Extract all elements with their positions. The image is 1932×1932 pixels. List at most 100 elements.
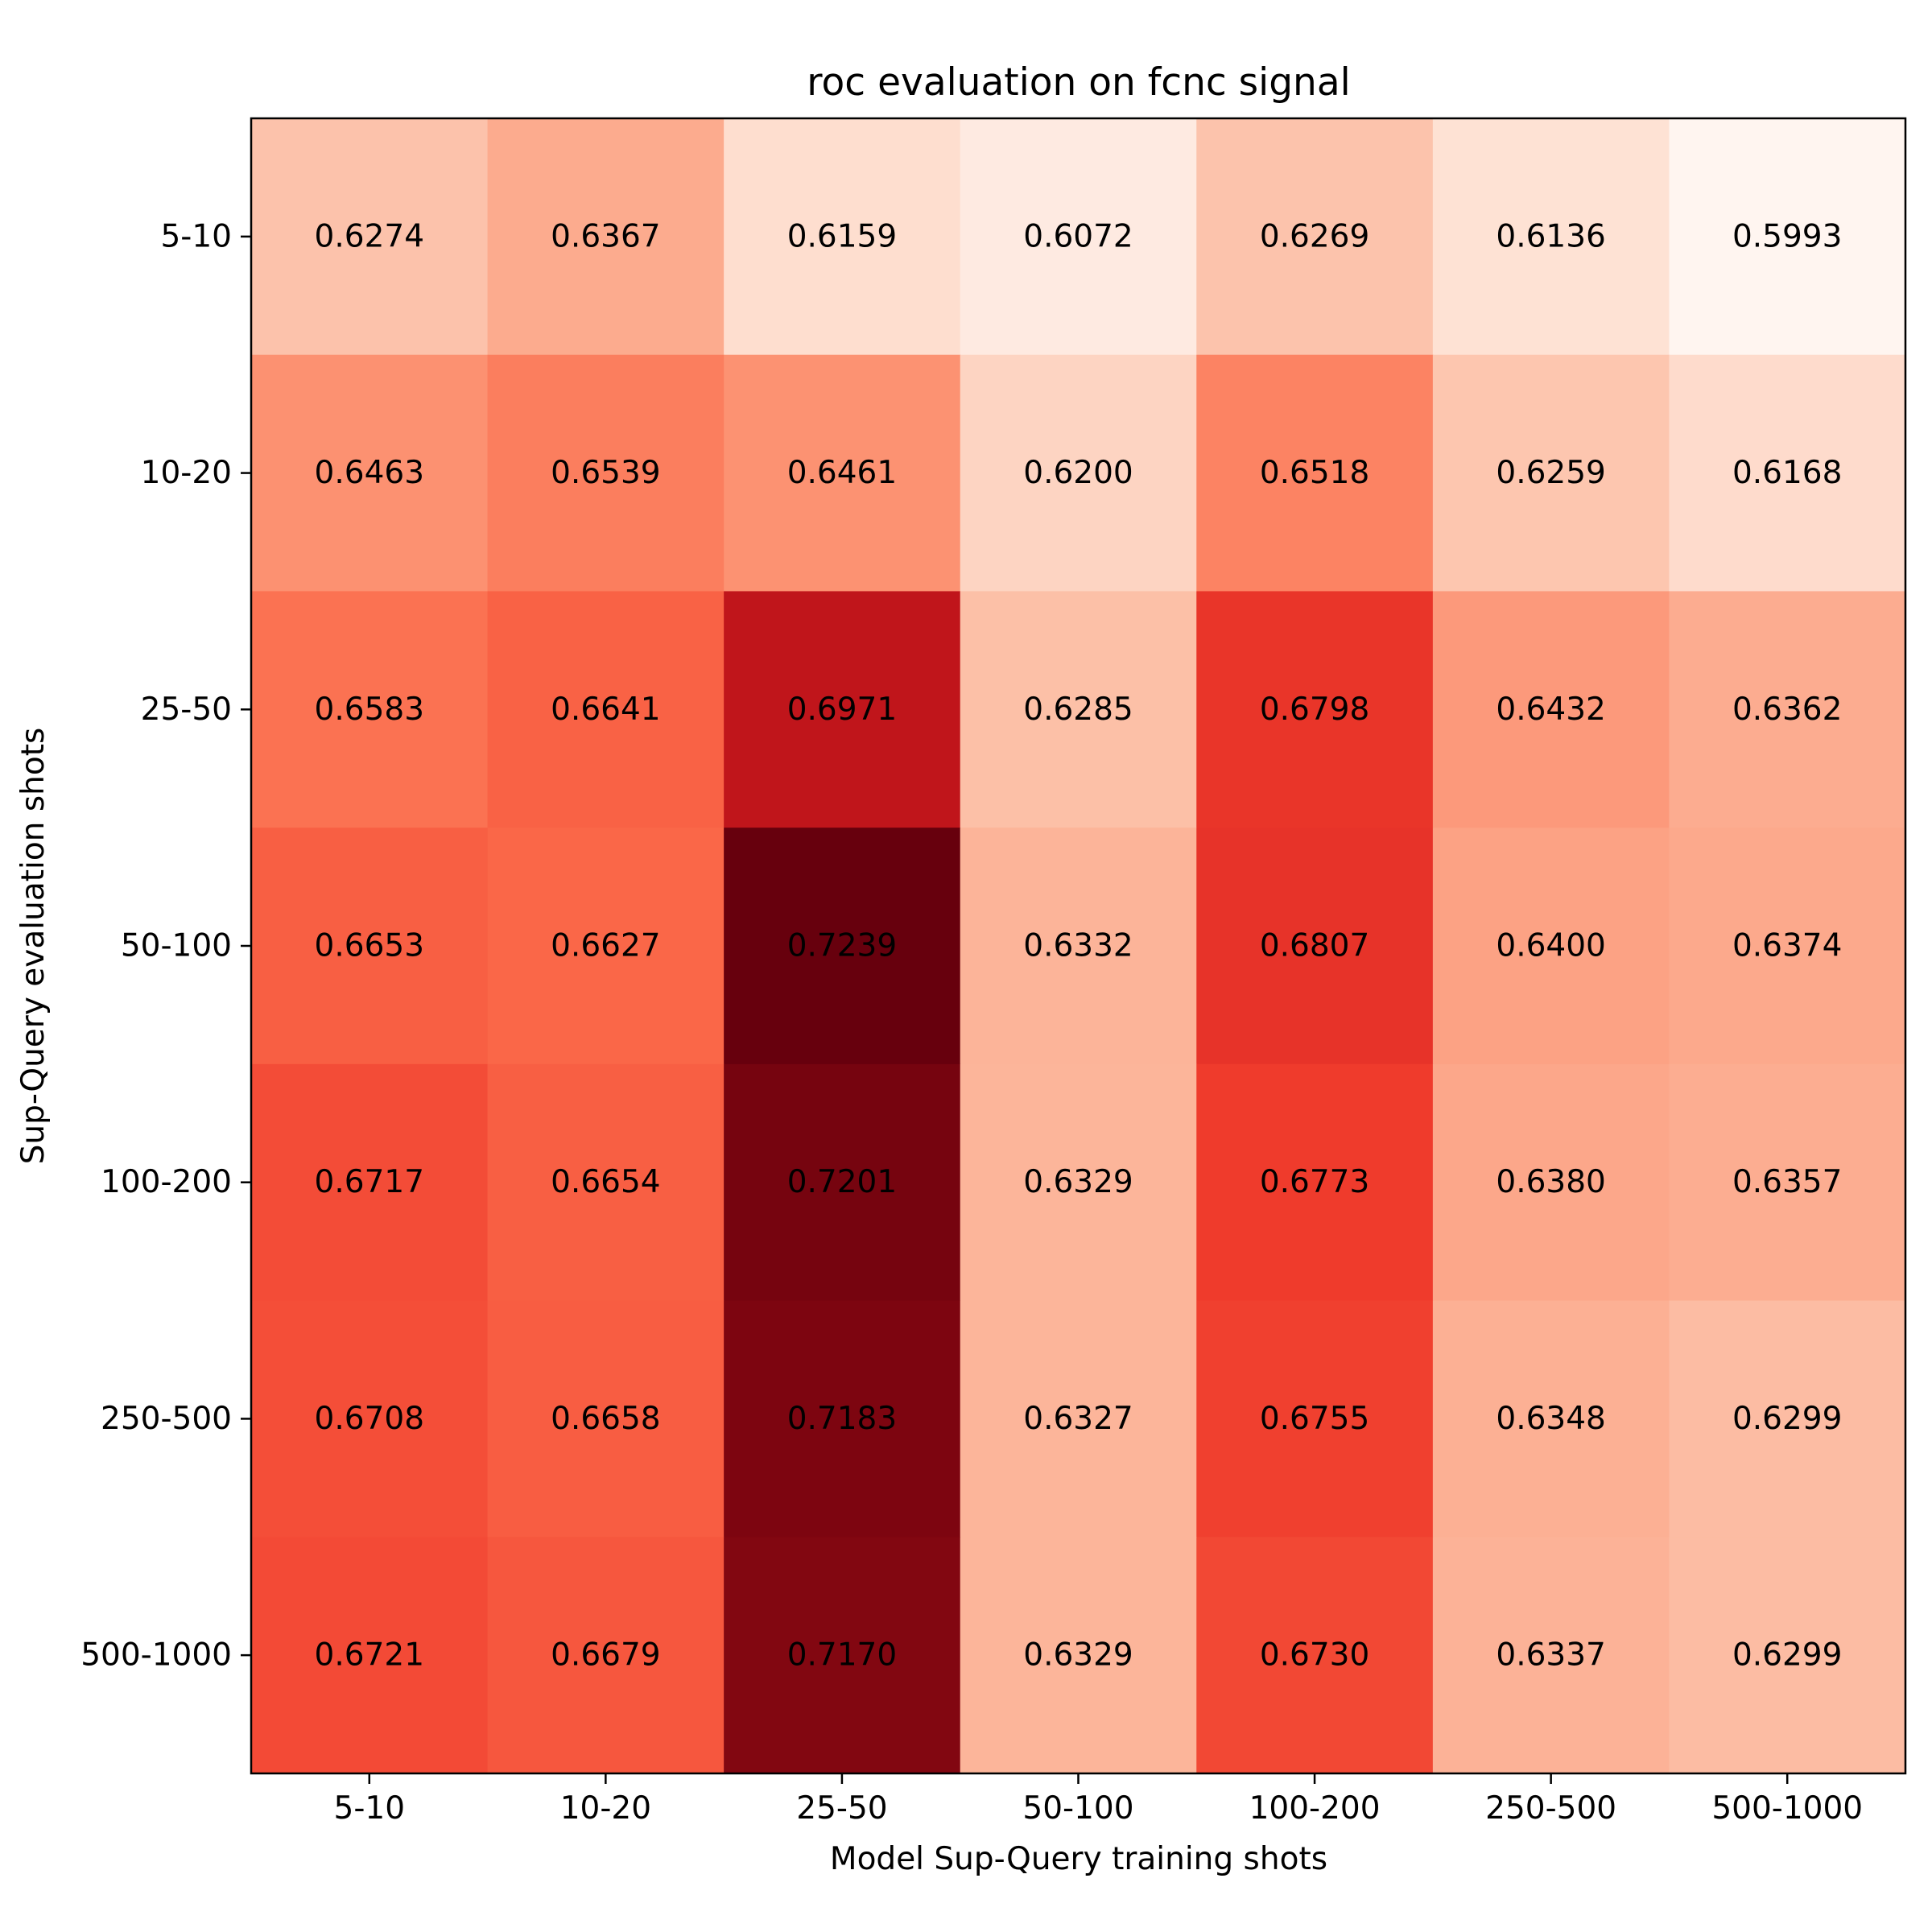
cell-value-label: 0.6200 bbox=[1023, 455, 1133, 491]
heatmap-cell bbox=[960, 591, 1197, 828]
cell-value-label: 0.6329 bbox=[1023, 1164, 1133, 1200]
cell-value-label: 0.6362 bbox=[1732, 691, 1842, 728]
cell-value-label: 0.7170 bbox=[787, 1637, 897, 1674]
heatmap-cell bbox=[1196, 1537, 1434, 1774]
cell-value-label: 0.6798 bbox=[1260, 691, 1369, 728]
heatmap-cell bbox=[724, 354, 961, 592]
cell-value-label: 0.6463 bbox=[315, 455, 424, 491]
cell-value-label: 0.6285 bbox=[1023, 691, 1133, 728]
heatmap-cell bbox=[1432, 354, 1670, 592]
heatmap-cell bbox=[1432, 118, 1670, 356]
cell-value-label: 0.6583 bbox=[315, 691, 424, 728]
heatmap-cell bbox=[960, 354, 1197, 592]
y-tick-label: 10-20 bbox=[141, 455, 232, 491]
heatmap-cell bbox=[1432, 1537, 1670, 1774]
cell-value-label: 0.6518 bbox=[1260, 455, 1369, 491]
cell-value-label: 0.6136 bbox=[1496, 218, 1605, 254]
cell-value-label: 0.6400 bbox=[1496, 928, 1605, 964]
heatmap-cell bbox=[960, 1537, 1197, 1774]
x-tick-label: 100-200 bbox=[1249, 1790, 1381, 1827]
x-tick-label: 5-10 bbox=[334, 1790, 406, 1827]
heatmap-cell bbox=[487, 354, 724, 592]
heatmap-cell bbox=[487, 828, 724, 1065]
heatmap-cell bbox=[1669, 1063, 1906, 1302]
y-tick-label: 100-200 bbox=[101, 1164, 232, 1200]
cell-value-label: 0.6329 bbox=[1023, 1637, 1133, 1674]
heatmap-cell bbox=[251, 1537, 489, 1774]
heatmap-cell bbox=[1432, 1300, 1670, 1538]
heatmap-cell bbox=[724, 1300, 961, 1538]
heatmap-cell bbox=[960, 828, 1197, 1065]
y-tick-label: 50-100 bbox=[121, 928, 232, 964]
cell-value-label: 0.6274 bbox=[315, 218, 424, 254]
heatmap-cell bbox=[724, 118, 961, 356]
cell-value-label: 0.6168 bbox=[1732, 455, 1842, 491]
cell-value-label: 0.6773 bbox=[1260, 1164, 1369, 1200]
heatmap-cell bbox=[251, 591, 489, 828]
cell-value-label: 0.6658 bbox=[551, 1401, 660, 1437]
heatmap-cells bbox=[251, 118, 1906, 1774]
cell-value-label: 0.7201 bbox=[787, 1164, 897, 1200]
cell-value-label: 0.6269 bbox=[1260, 218, 1369, 254]
x-tick-label: 10-20 bbox=[560, 1790, 651, 1827]
heatmap-cell bbox=[487, 118, 724, 356]
cell-value-label: 0.6641 bbox=[551, 691, 660, 728]
cell-value-label: 0.6259 bbox=[1496, 455, 1605, 491]
cell-value-label: 0.6299 bbox=[1732, 1637, 1842, 1674]
cell-value-label: 0.7183 bbox=[787, 1401, 897, 1437]
cell-value-label: 0.6717 bbox=[315, 1164, 424, 1200]
x-tick-label: 50-100 bbox=[1022, 1790, 1133, 1827]
cell-value-label: 0.6971 bbox=[787, 691, 897, 728]
cell-value-label: 0.6627 bbox=[551, 928, 660, 964]
x-axis-label: Model Sup-Query training shots bbox=[830, 1841, 1327, 1877]
heatmap-cell bbox=[1432, 591, 1670, 828]
heatmap-cell bbox=[1196, 118, 1434, 356]
y-axis-label: Sup-Query evaluation shots bbox=[15, 728, 52, 1165]
heatmap-cell bbox=[1669, 591, 1906, 828]
y-axis-ticks: 5-10 10-20 25-50 50-100 100-200 250-500 500-10… bbox=[80, 218, 251, 1674]
heatmap-cell bbox=[1196, 1300, 1434, 1538]
cell-value-label: 0.6653 bbox=[315, 928, 424, 964]
heatmap-cell bbox=[724, 591, 961, 828]
heatmap-cell bbox=[724, 1063, 961, 1302]
y-tick-label: 250-500 bbox=[101, 1401, 232, 1437]
heatmap-cell bbox=[487, 1537, 724, 1774]
cell-value-label: 0.6679 bbox=[551, 1637, 660, 1674]
heatmap-cell bbox=[1196, 828, 1434, 1065]
x-tick-label: 500-1000 bbox=[1711, 1790, 1863, 1827]
heatmap-cell bbox=[1669, 1300, 1906, 1538]
y-tick-label: 25-50 bbox=[141, 691, 232, 728]
cell-value-label: 0.6654 bbox=[551, 1164, 660, 1200]
cell-value-label: 0.6374 bbox=[1732, 928, 1842, 964]
cell-value-label: 0.5993 bbox=[1732, 218, 1842, 254]
x-tick-label: 250-500 bbox=[1485, 1790, 1616, 1827]
cell-value-label: 0.6348 bbox=[1496, 1401, 1605, 1437]
cell-value-label: 0.6367 bbox=[551, 218, 660, 254]
cell-value-label: 0.7239 bbox=[787, 928, 897, 964]
cell-value-label: 0.6327 bbox=[1023, 1401, 1133, 1437]
heatmap-cell bbox=[251, 1063, 489, 1302]
y-tick-label: 5-10 bbox=[160, 218, 232, 254]
heatmap-cell bbox=[1432, 1063, 1670, 1302]
cell-value-label: 0.6159 bbox=[787, 218, 897, 254]
cell-value-label: 0.6807 bbox=[1260, 928, 1369, 964]
heatmap-cell bbox=[960, 118, 1197, 356]
x-axis-ticks: 5-10 10-20 25-50 50-100 100-200 250-500 500-10… bbox=[334, 1773, 1863, 1827]
cell-value-label: 0.6721 bbox=[315, 1637, 424, 1674]
heatmap-cell bbox=[724, 1537, 961, 1774]
heatmap-cell bbox=[724, 828, 961, 1065]
cell-value-label: 0.6332 bbox=[1023, 928, 1133, 964]
cell-value-label: 0.6539 bbox=[551, 455, 660, 491]
heatmap-cell bbox=[251, 118, 489, 356]
cell-value-labels: 0.6274 0.6367 0.6159 0.6072 0.6269 0.6136 0.59… bbox=[315, 218, 1843, 1673]
heatmap-cell bbox=[1669, 118, 1906, 356]
heatmap-cell bbox=[251, 354, 489, 592]
cell-value-label: 0.6461 bbox=[787, 455, 897, 491]
heatmap-cell bbox=[1669, 354, 1906, 592]
heatmap-cell bbox=[1196, 1063, 1434, 1302]
y-tick-label: 500-1000 bbox=[80, 1637, 232, 1674]
heatmap-cell bbox=[487, 1063, 724, 1302]
cell-value-label: 0.6357 bbox=[1732, 1164, 1842, 1200]
heatmap-cell bbox=[1196, 354, 1434, 592]
